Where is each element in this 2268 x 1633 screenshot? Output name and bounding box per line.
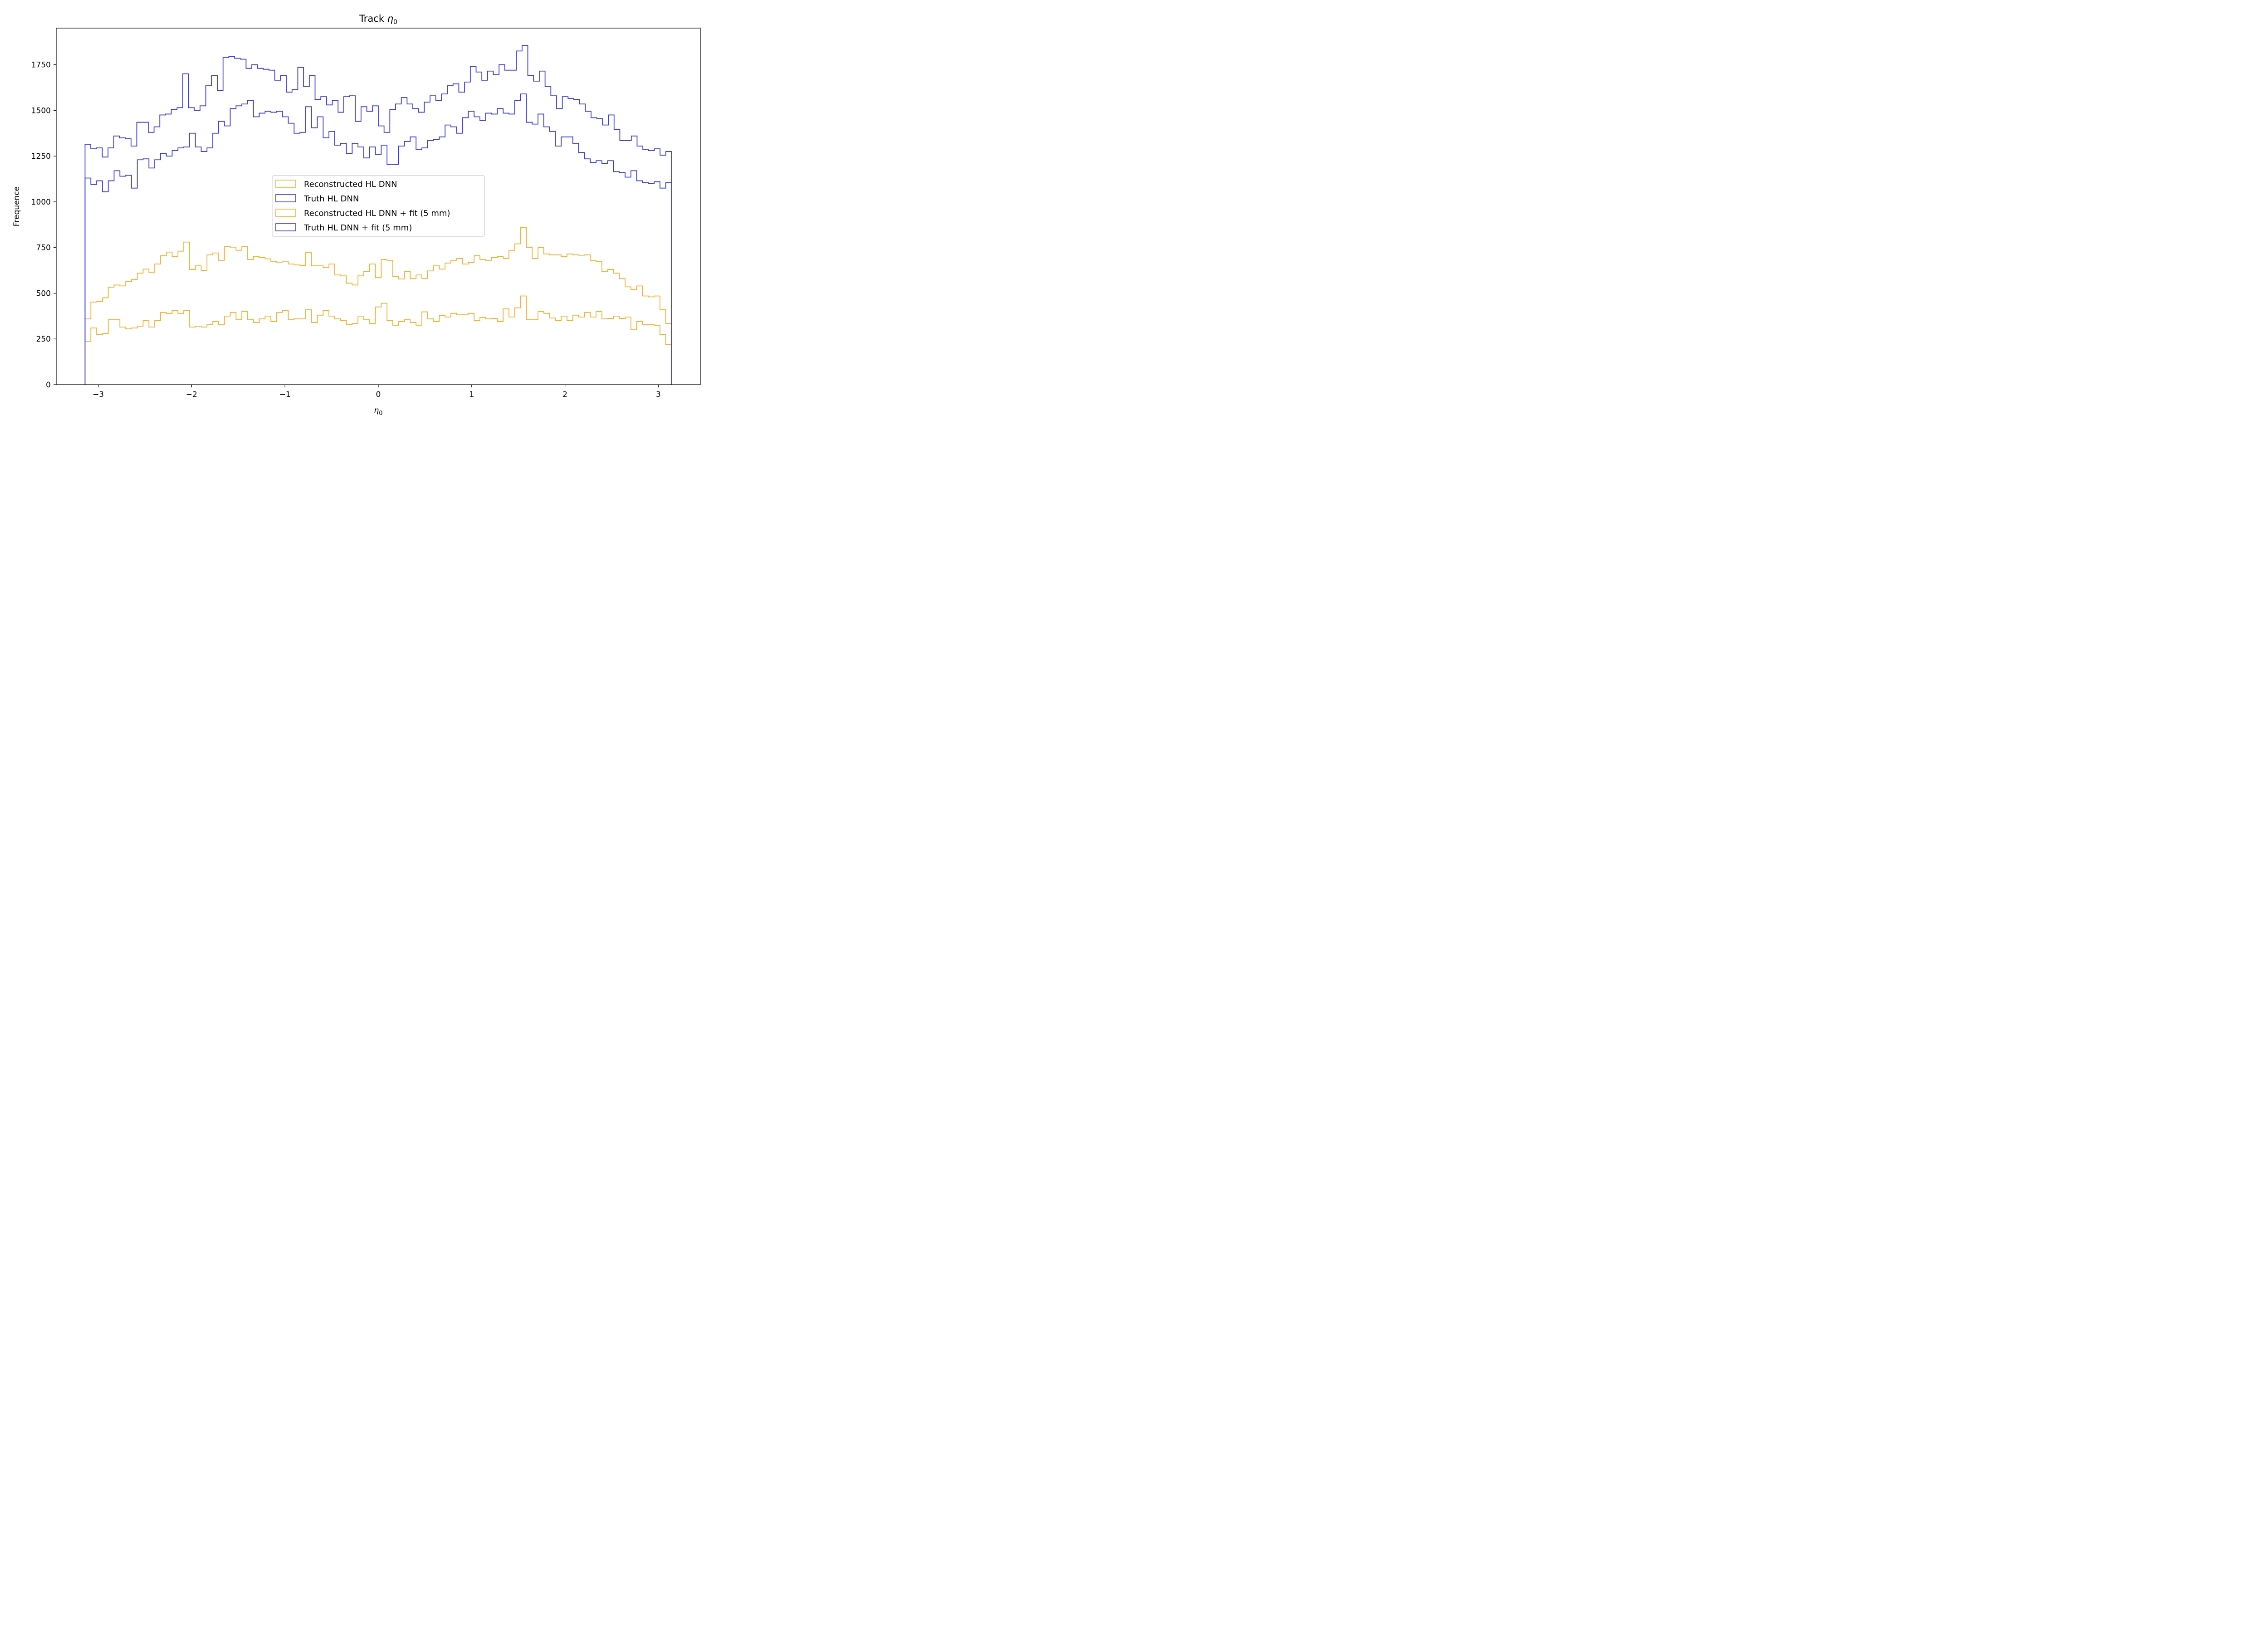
legend-swatch [275, 180, 296, 188]
y-tick-label: 0 [46, 381, 51, 390]
x-axis-label-symbol: η [374, 406, 379, 415]
series-layer [84, 45, 672, 385]
legend-swatch [275, 194, 296, 202]
chart-title: Track η0 [359, 13, 397, 26]
chart-title-prefix: Track [359, 13, 387, 24]
x-tick-label: 3 [656, 390, 661, 399]
chart-title-symbol: η [387, 13, 393, 24]
x-axis-label: η0 [374, 406, 382, 417]
chart-title-subscript: 0 [393, 19, 397, 26]
y-tick-label: 1750 [31, 61, 51, 70]
series-line-2 [84, 93, 672, 385]
x-tick-label: 1 [469, 390, 474, 399]
x-tick-label: −1 [279, 390, 291, 399]
legend-entry-label: Reconstructed HL DNN + fit (5 mm) [304, 209, 450, 218]
x-tick-label: 0 [376, 390, 381, 399]
y-tick-label: 1000 [31, 198, 51, 207]
y-axis-ticks: 0 250 500 750 1000 1250 1500 1750 [31, 61, 56, 390]
histogram-chart: −3 −2 −1 0 1 2 3 0 250 500 750 1000 1250 1500 1750 Tr… [0, 0, 707, 424]
legend-entry-label: Reconstructed HL DNN [304, 180, 397, 189]
legend-entry-label: Truth HL DNN + fit (5 mm) [303, 223, 412, 233]
legend: Reconstructed HL DNN Truth HL DNN Reconstr… [272, 175, 485, 237]
y-tick-label: 750 [36, 244, 51, 253]
x-axis-label-subscript: 0 [379, 410, 382, 417]
series-line-1 [84, 227, 672, 385]
x-tick-label: −3 [93, 390, 104, 399]
x-tick-label: 2 [562, 390, 567, 399]
series-line-3 [84, 295, 672, 385]
y-axis-label: Frequence [12, 186, 21, 226]
legend-box [272, 175, 485, 237]
y-tick-label: 250 [36, 335, 51, 344]
x-axis-ticks: −3 −2 −1 0 1 2 3 [93, 385, 661, 399]
legend-swatch [275, 223, 296, 231]
y-tick-label: 1500 [31, 106, 51, 115]
y-tick-label: 500 [36, 289, 51, 298]
y-tick-label: 1250 [31, 152, 51, 161]
legend-entry-label: Truth HL DNN [303, 194, 359, 204]
legend-swatch [275, 209, 296, 217]
series-line-4 [84, 45, 672, 385]
x-tick-label: −2 [186, 390, 197, 399]
